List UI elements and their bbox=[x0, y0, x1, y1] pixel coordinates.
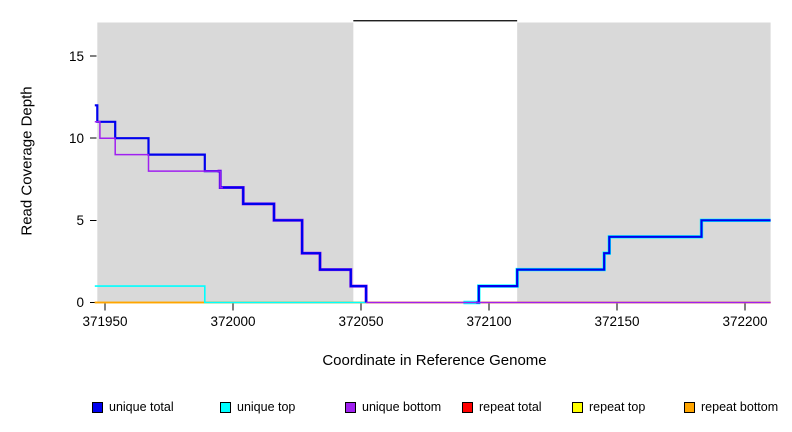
legend-item-unique-total: unique total bbox=[92, 398, 174, 416]
x-tick-label: 372200 bbox=[722, 314, 767, 329]
y-tick-label: 10 bbox=[69, 131, 84, 146]
x-tick-label: 372150 bbox=[594, 314, 639, 329]
series-line-unique-top bbox=[94, 285, 367, 304]
legend-item-repeat-top: repeat top bbox=[572, 398, 645, 416]
legend-swatch-unique-bottom bbox=[345, 401, 356, 413]
x-axis-label: Coordinate in Reference Genome bbox=[322, 352, 547, 369]
legend-item-label: unique top bbox=[237, 400, 296, 414]
legend-swatch-repeat-bottom bbox=[684, 401, 695, 413]
series-line-unique-total bbox=[94, 104, 368, 303]
legend-item-label: unique total bbox=[109, 400, 174, 414]
legend-swatch-unique-top bbox=[220, 401, 231, 413]
y-tick-label: 0 bbox=[76, 295, 84, 310]
shaded-region bbox=[517, 22, 771, 304]
x-tick-label: 372100 bbox=[466, 314, 511, 329]
legend-item-label: repeat bottom bbox=[701, 400, 779, 414]
legend-item-label: repeat total bbox=[479, 400, 542, 414]
legend-item-unique-bottom: unique bottom bbox=[345, 398, 441, 416]
legend-item-label: repeat top bbox=[589, 400, 646, 414]
y-tick-label: 15 bbox=[69, 49, 84, 64]
legend-item-repeat-bottom: repeat bottom bbox=[684, 398, 778, 416]
legend-item-unique-top: unique top bbox=[220, 398, 295, 416]
y-tick-label: 5 bbox=[76, 213, 84, 228]
shaded-region bbox=[97, 22, 354, 304]
x-tick-label: 372000 bbox=[210, 314, 255, 329]
legend-item-repeat-total: repeat total bbox=[462, 398, 542, 416]
y-axis-label: Read Coverage Depth bbox=[18, 86, 36, 236]
series-line-unique-bottom bbox=[94, 121, 223, 189]
legend-swatch-unique-total bbox=[92, 401, 103, 413]
legend: unique total unique top unique bottom repea… bbox=[0, 398, 792, 422]
series-line-unique-total bbox=[476, 219, 771, 304]
x-tick-label: 371950 bbox=[82, 314, 127, 329]
legend-item-label: unique bottom bbox=[362, 400, 442, 414]
x-tick-label: 372050 bbox=[338, 314, 383, 329]
legend-swatch-repeat-top bbox=[572, 401, 583, 413]
legend-swatch-repeat-total bbox=[462, 401, 473, 413]
